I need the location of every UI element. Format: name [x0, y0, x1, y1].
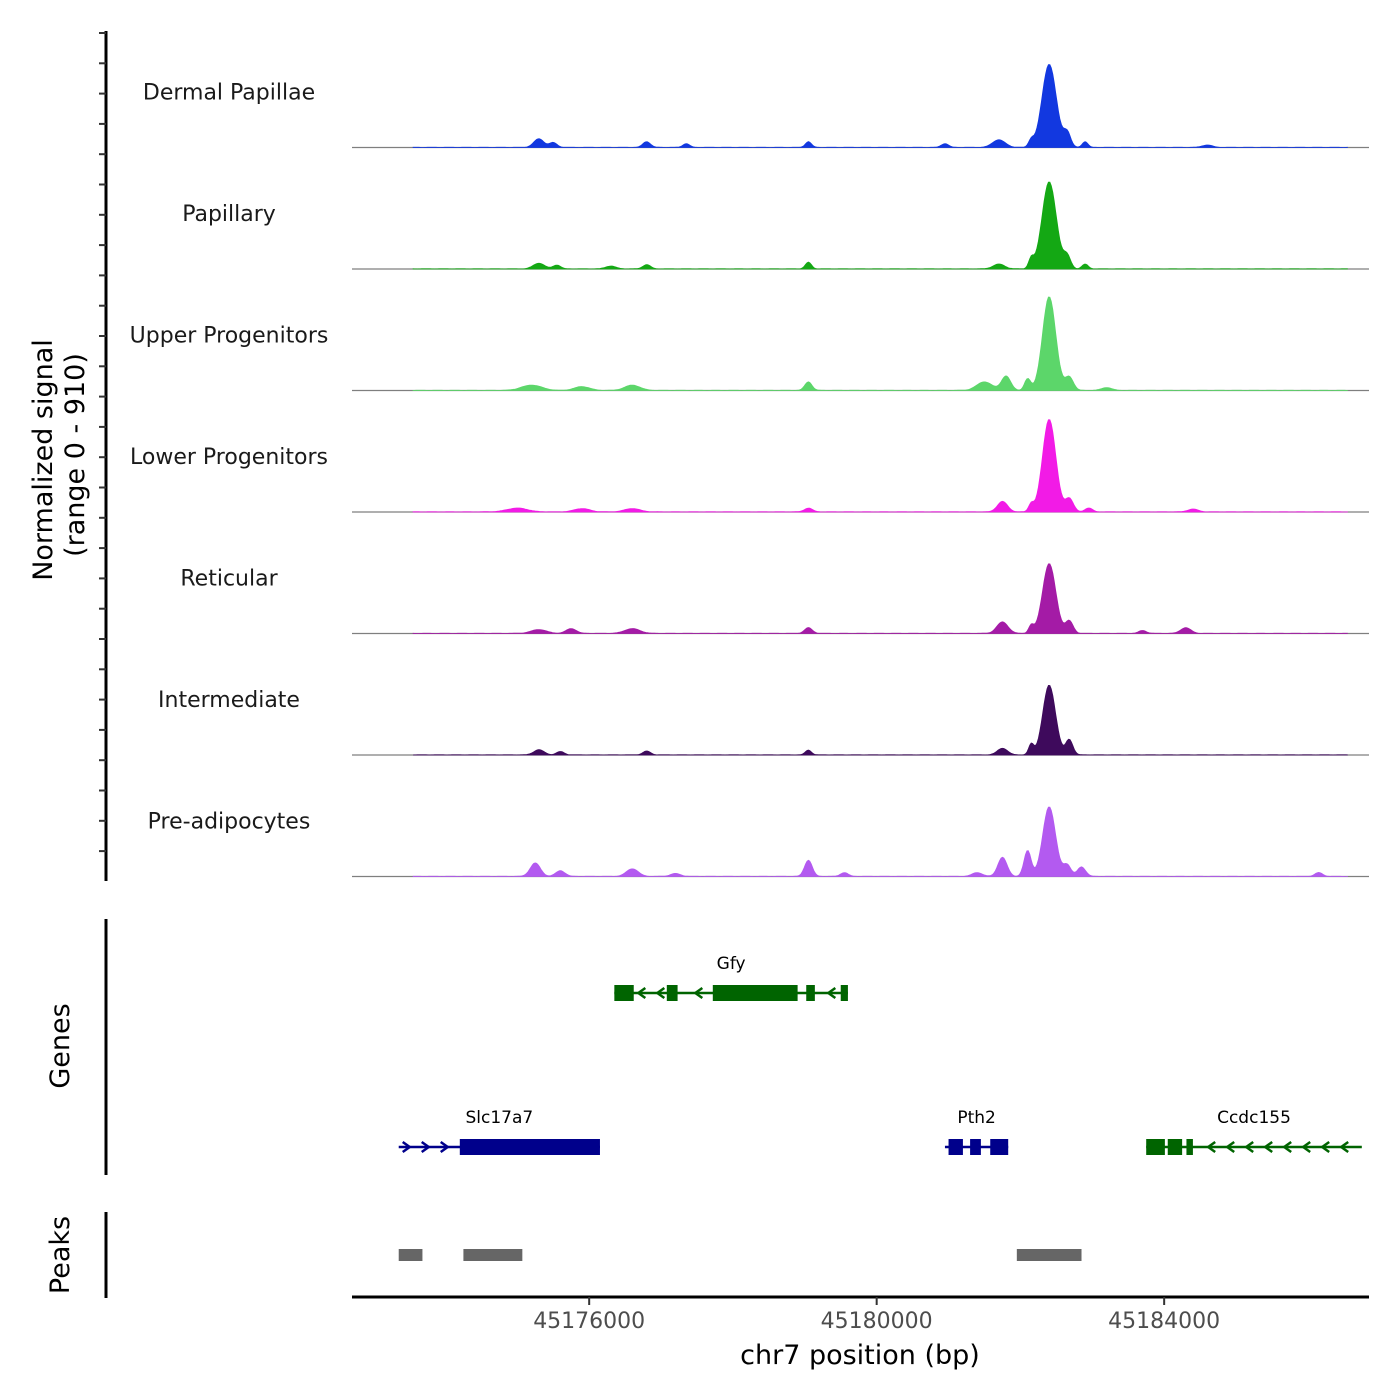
track-label: Lower Progenitors: [130, 445, 328, 470]
strand-arrow: [401, 1140, 412, 1154]
genes-axis-title: Genes: [45, 1003, 76, 1088]
x-axis-ticks: 45176000 45180000 45184000: [533, 1297, 1220, 1334]
gene-exon: [806, 985, 815, 1001]
x-tick-label: 45184000: [1108, 1309, 1220, 1334]
peaks-axis-title: Peaks: [45, 1216, 76, 1294]
gene-slc17a7: Slc17a7: [398, 1108, 600, 1155]
strand-arrow: [1244, 1140, 1254, 1154]
peak-region: [463, 1249, 523, 1261]
signal-area: [412, 181, 1348, 270]
track-label: Intermediate: [158, 688, 300, 713]
gene-gfy: Gfy: [614, 954, 848, 1001]
signal-area: [412, 563, 1348, 634]
gene-track: Gfy Slc17a7 Pth2 Ccdc155: [398, 954, 1362, 1155]
track-label: Reticular: [180, 567, 278, 592]
signal-area: [412, 64, 1348, 148]
strand-arrow: [1225, 1140, 1235, 1154]
strand-arrow: [1301, 1140, 1311, 1154]
gene-exon: [614, 985, 634, 1001]
strand-arrow: [1206, 1140, 1216, 1154]
x-axis-title: chr7 position (bp): [740, 1340, 980, 1371]
strand-arrow: [826, 986, 837, 1000]
strand-arrow: [693, 986, 704, 1000]
gene-label: Slc17a7: [465, 1108, 533, 1128]
signal-area: [412, 806, 1348, 877]
track-label: Pre-adipocytes: [148, 810, 311, 835]
signal-axis-range: (range 0 - 910): [60, 353, 91, 557]
gene-exon: [970, 1139, 981, 1155]
strand-arrow: [1320, 1140, 1330, 1154]
strand-arrow: [1263, 1140, 1273, 1154]
signal-area: [412, 296, 1348, 391]
strand-arrow: [420, 1140, 431, 1154]
peak-region: [1016, 1249, 1082, 1261]
gene-ccdc155: Ccdc155: [1146, 1108, 1362, 1155]
gene-exon: [840, 985, 848, 1001]
track-label: Papillary: [182, 202, 276, 227]
gene-label: Pth2: [957, 1108, 996, 1128]
track-lower-progenitors: Lower Progenitors: [130, 419, 1369, 513]
track-reticular: Reticular: [180, 563, 1369, 635]
signal-axis-title: Normalized signal: [28, 339, 59, 581]
gene-exon: [459, 1139, 600, 1155]
strand-arrow: [439, 1140, 450, 1154]
peak-track: [398, 1249, 1082, 1261]
strand-arrow: [1282, 1140, 1292, 1154]
coverage-tracks: Dermal Papillae Papillary Upper Progenitor…: [130, 64, 1369, 878]
gene-exon: [990, 1139, 1009, 1155]
gene-label: Gfy: [717, 954, 746, 974]
strand-arrow: [1339, 1140, 1349, 1154]
track-pre-adipocytes: Pre-adipocytes: [148, 806, 1369, 878]
track-papillary: Papillary: [182, 181, 1369, 270]
x-tick-label: 45180000: [821, 1309, 933, 1334]
gene-exon: [1146, 1139, 1165, 1155]
track-intermediate: Intermediate: [158, 684, 1369, 756]
gene-label: Ccdc155: [1217, 1108, 1291, 1128]
signal-area: [413, 684, 1348, 756]
gene-pth2: Pth2: [944, 1108, 1009, 1155]
gene-exon: [1167, 1139, 1183, 1155]
gene-exon: [712, 985, 798, 1001]
gene-exon: [666, 985, 678, 1001]
track-label: Dermal Papillae: [143, 81, 315, 106]
track-dermal-papillae: Dermal Papillae: [143, 64, 1369, 149]
signal-area: [412, 419, 1348, 513]
gene-exon: [1186, 1139, 1193, 1155]
peak-region: [398, 1249, 423, 1261]
strand-arrow: [655, 986, 666, 1000]
signal-y-axis-ticks: [99, 32, 106, 853]
gene-exon: [948, 1139, 963, 1155]
track-label: Upper Progenitors: [130, 324, 329, 349]
x-tick-label: 45176000: [533, 1309, 645, 1334]
track-upper-progenitors: Upper Progenitors: [130, 296, 1369, 392]
strand-arrow: [636, 986, 647, 1000]
